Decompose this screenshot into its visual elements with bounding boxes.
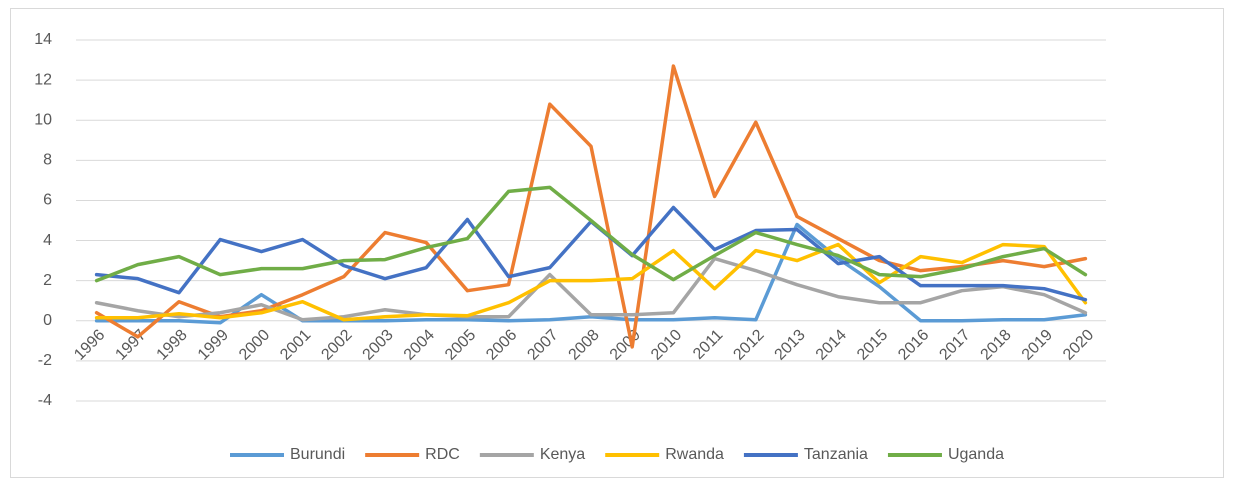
series-line — [94, 222, 1088, 325]
y-tick-label: 14 — [34, 31, 52, 48]
y-tick-label: 4 — [43, 232, 52, 249]
series-line — [94, 256, 1088, 322]
y-tick-label: 10 — [34, 111, 52, 128]
y-tick-label: 8 — [43, 152, 52, 169]
y-tick-label: 12 — [34, 71, 52, 88]
y-tick-label: -2 — [38, 352, 52, 369]
series-line — [94, 64, 1088, 349]
legend-label: RDC — [425, 446, 460, 463]
y-tick-label: 0 — [43, 312, 52, 329]
series-line — [94, 185, 1088, 283]
legend-label: Tanzania — [804, 446, 868, 463]
legend-label: Uganda — [948, 446, 1004, 463]
y-tick-label: 2 — [43, 272, 52, 289]
series-line — [94, 242, 1088, 322]
y-tick-label: 6 — [43, 192, 52, 209]
legend-label: Kenya — [540, 446, 585, 463]
legend-label: Burundi — [290, 446, 345, 463]
legend-label: Rwanda — [665, 446, 724, 463]
y-tick-label: -4 — [38, 392, 52, 409]
